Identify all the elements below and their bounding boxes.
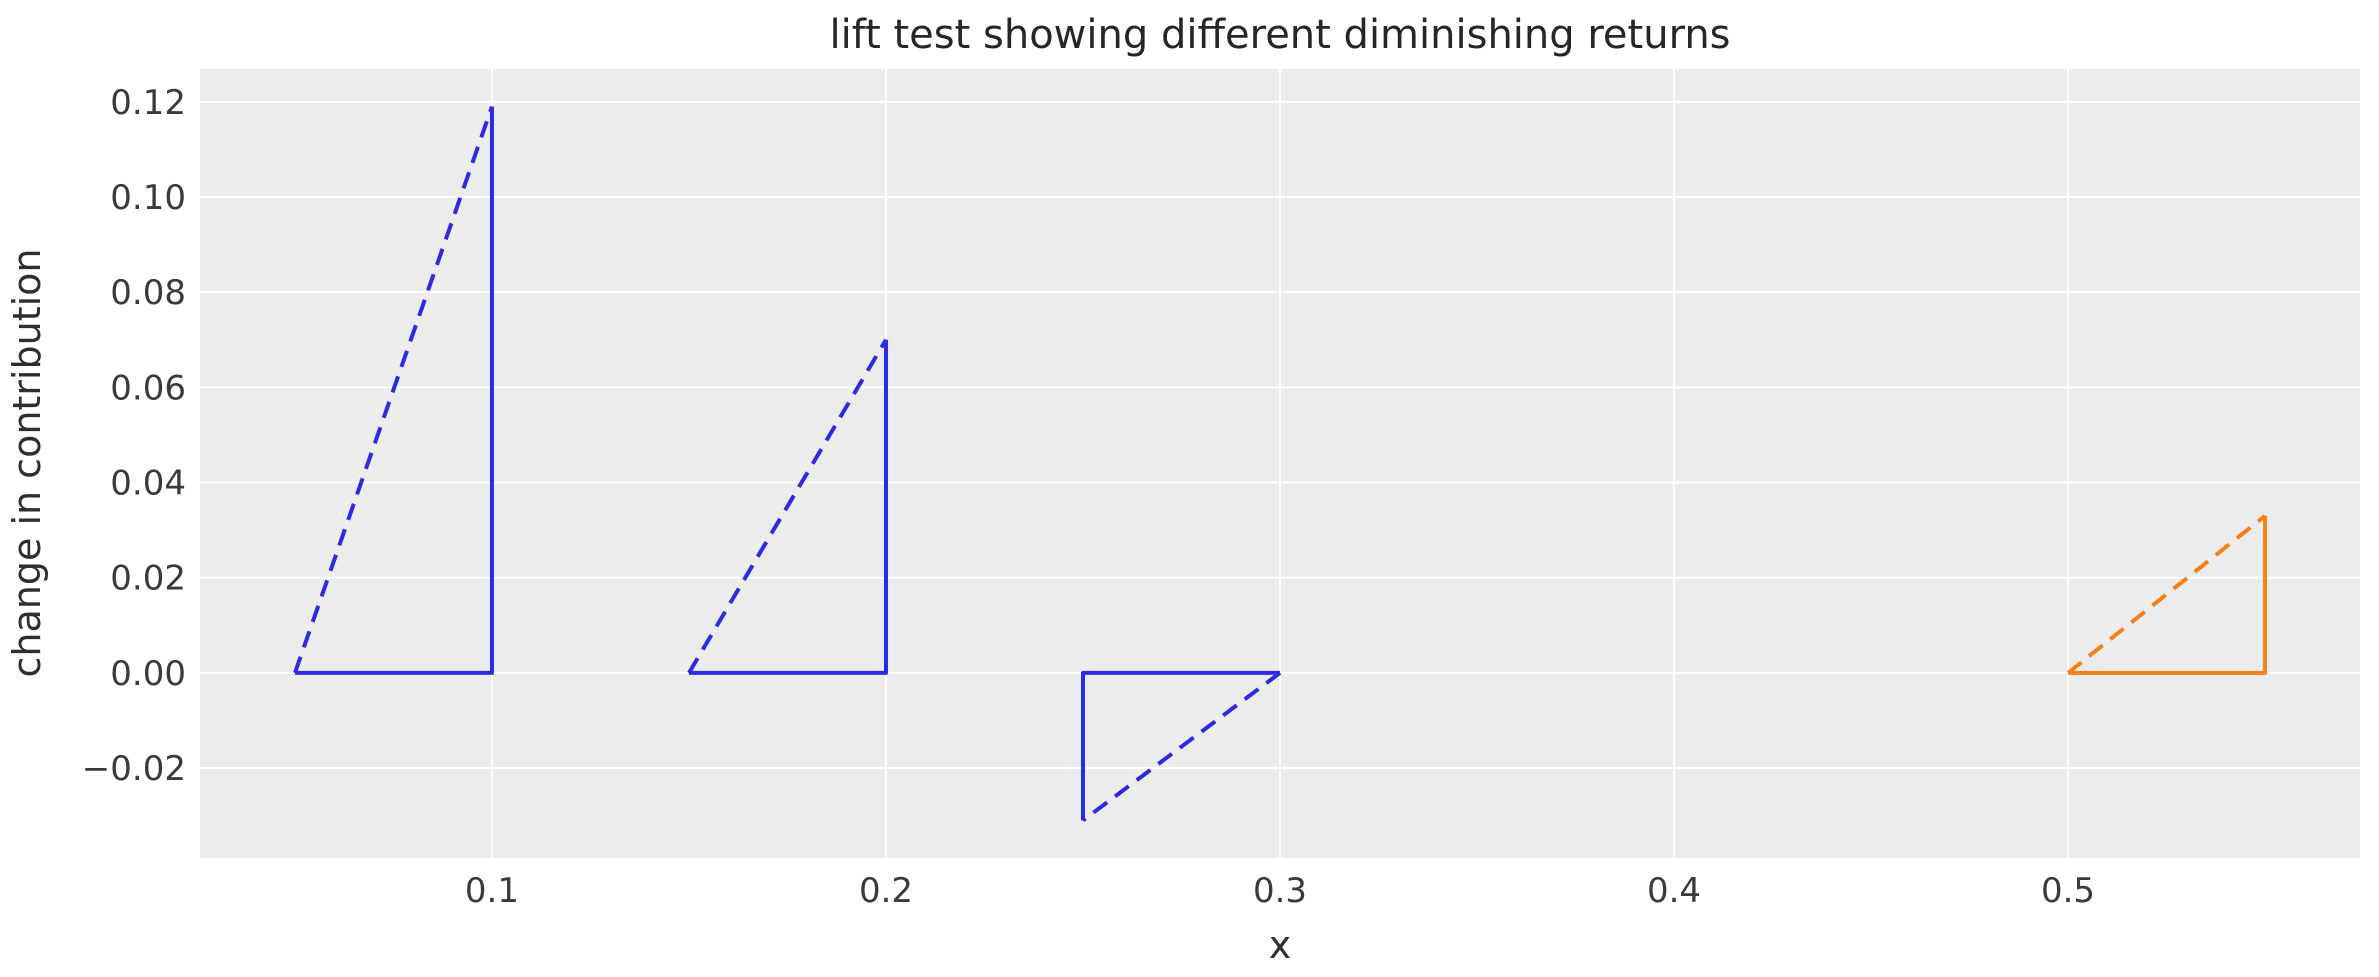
y-axis-ticks: 0.12 0.10 0.08 0.06 0.04 0.02 0.00 −0.02 [82, 83, 186, 789]
lift-triangle-4-solid-legs [2068, 515, 2268, 675]
lift-triangle-2-dashed-hypotenuse [687, 338, 888, 674]
x-tick-label: 0.2 [859, 871, 913, 911]
chart-title: lift test showing different diminishing … [829, 12, 1730, 58]
y-tick-label: 0.10 [110, 178, 186, 218]
gridlines [200, 69, 2360, 858]
y-tick-label: 0.02 [110, 559, 186, 599]
x-axis-ticks: 0.1 0.2 0.3 0.4 0.5 [465, 871, 2095, 911]
lift-triangle-1-solid-legs [294, 106, 494, 675]
y-axis-label: change in contribution [5, 249, 49, 678]
y-tick-label: 0.04 [110, 464, 186, 504]
x-tick-label: 0.5 [2041, 871, 2095, 911]
lift-triangle-4-dashed-hypotenuse [2066, 514, 2267, 675]
x-tick-label: 0.4 [1647, 871, 1701, 911]
y-tick-label: 0.00 [110, 654, 186, 694]
lift-triangle-3-dashed-hypotenuse [1081, 671, 1282, 823]
x-tick-label: 0.3 [1253, 871, 1307, 911]
y-tick-label: 0.08 [110, 273, 186, 313]
y-tick-label: −0.02 [82, 749, 186, 789]
y-tick-label: 0.06 [110, 368, 186, 408]
x-axis-label: x [1269, 923, 1292, 967]
lift-triangles [293, 105, 2268, 823]
x-tick-label: 0.1 [465, 871, 519, 911]
lift-triangle-2-solid-legs [688, 339, 888, 675]
lift-triangle-1-dashed-hypotenuse [293, 105, 494, 674]
y-tick-label: 0.12 [110, 83, 186, 123]
lift-triangle-3-solid-legs [1080, 670, 1280, 821]
